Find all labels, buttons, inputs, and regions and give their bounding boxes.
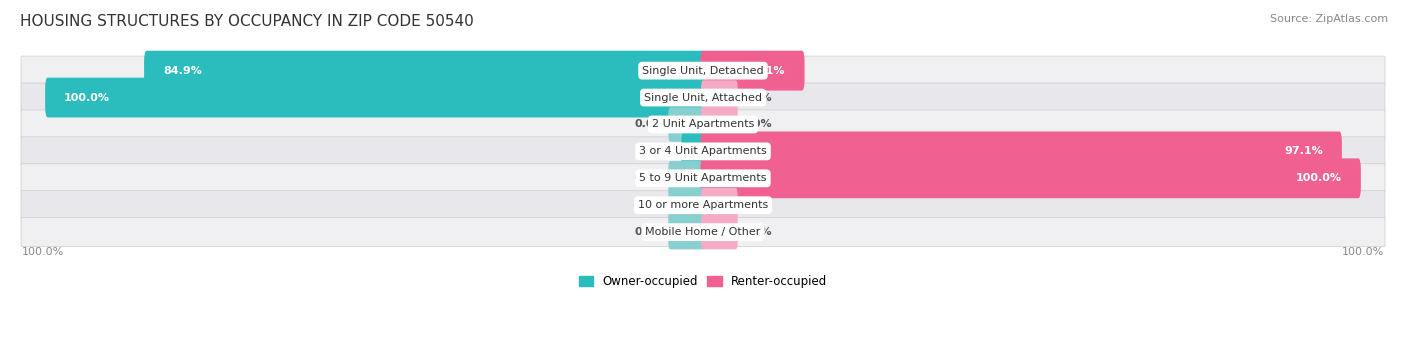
FancyBboxPatch shape <box>143 51 706 91</box>
Text: 3 or 4 Unit Apartments: 3 or 4 Unit Apartments <box>640 146 766 157</box>
FancyBboxPatch shape <box>21 110 1385 139</box>
Text: Mobile Home / Other: Mobile Home / Other <box>645 227 761 237</box>
FancyBboxPatch shape <box>702 80 738 115</box>
Text: 0.0%: 0.0% <box>741 227 772 237</box>
FancyBboxPatch shape <box>668 161 704 195</box>
Text: 0.0%: 0.0% <box>634 173 665 183</box>
FancyBboxPatch shape <box>21 56 1385 85</box>
Text: 2.9%: 2.9% <box>648 146 679 157</box>
Text: 0.0%: 0.0% <box>634 119 665 130</box>
FancyBboxPatch shape <box>700 132 1341 171</box>
FancyBboxPatch shape <box>702 107 738 142</box>
Text: 0.0%: 0.0% <box>741 92 772 103</box>
FancyBboxPatch shape <box>21 164 1385 193</box>
Text: 97.1%: 97.1% <box>1284 146 1323 157</box>
FancyBboxPatch shape <box>700 51 804 91</box>
FancyBboxPatch shape <box>21 137 1385 166</box>
Text: 2 Unit Apartments: 2 Unit Apartments <box>652 119 754 130</box>
FancyBboxPatch shape <box>702 188 738 222</box>
Legend: Owner-occupied, Renter-occupied: Owner-occupied, Renter-occupied <box>574 270 832 293</box>
FancyBboxPatch shape <box>700 158 1361 198</box>
FancyBboxPatch shape <box>668 188 704 222</box>
Text: Single Unit, Detached: Single Unit, Detached <box>643 65 763 76</box>
FancyBboxPatch shape <box>702 215 738 249</box>
Text: 100.0%: 100.0% <box>65 92 110 103</box>
Text: 0.0%: 0.0% <box>634 200 665 210</box>
Text: 0.0%: 0.0% <box>741 119 772 130</box>
FancyBboxPatch shape <box>21 83 1385 112</box>
Text: 0.0%: 0.0% <box>741 200 772 210</box>
Text: 100.0%: 100.0% <box>1343 247 1385 256</box>
Text: 100.0%: 100.0% <box>1296 173 1341 183</box>
FancyBboxPatch shape <box>21 218 1385 247</box>
Text: 10 or more Apartments: 10 or more Apartments <box>638 200 768 210</box>
Text: 84.9%: 84.9% <box>163 65 202 76</box>
Text: 100.0%: 100.0% <box>21 247 63 256</box>
Text: Source: ZipAtlas.com: Source: ZipAtlas.com <box>1270 14 1388 24</box>
FancyBboxPatch shape <box>668 107 704 142</box>
Text: 15.1%: 15.1% <box>747 65 786 76</box>
FancyBboxPatch shape <box>21 191 1385 220</box>
FancyBboxPatch shape <box>668 215 704 249</box>
Text: 0.0%: 0.0% <box>634 227 665 237</box>
Text: Single Unit, Attached: Single Unit, Attached <box>644 92 762 103</box>
FancyBboxPatch shape <box>682 132 706 171</box>
Text: 5 to 9 Unit Apartments: 5 to 9 Unit Apartments <box>640 173 766 183</box>
Text: HOUSING STRUCTURES BY OCCUPANCY IN ZIP CODE 50540: HOUSING STRUCTURES BY OCCUPANCY IN ZIP C… <box>20 14 474 29</box>
FancyBboxPatch shape <box>45 78 706 117</box>
